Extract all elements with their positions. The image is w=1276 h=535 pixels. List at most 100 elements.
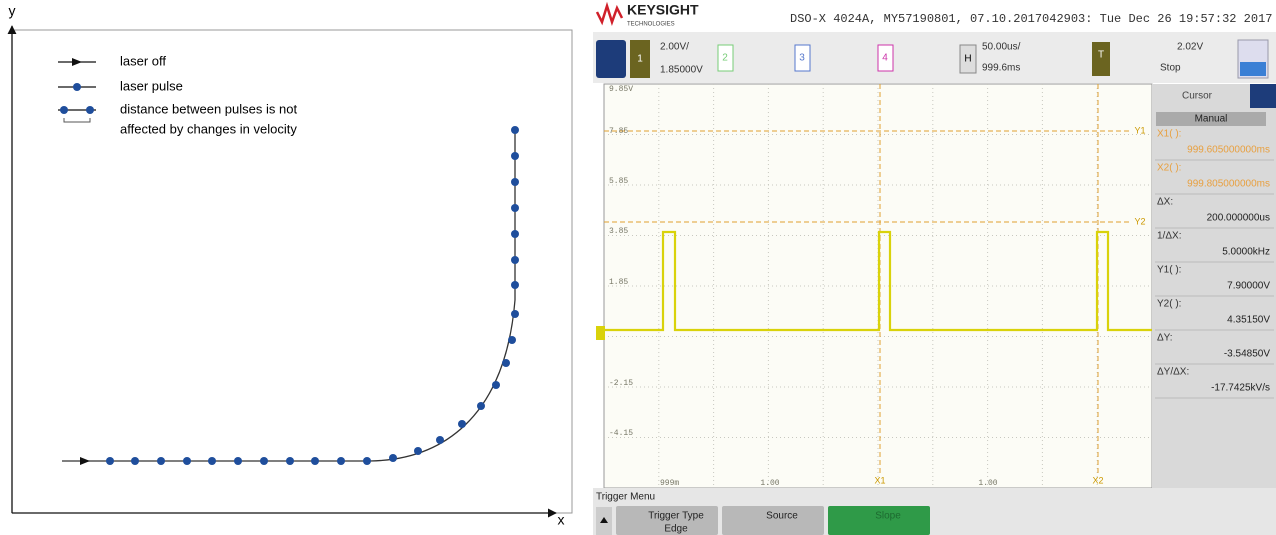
row-value: 200.000000us bbox=[1207, 213, 1270, 224]
y-label: -4.15 bbox=[609, 429, 633, 438]
t-label: T bbox=[1098, 50, 1104, 61]
h-scale: 50.00us/ bbox=[982, 42, 1021, 53]
row-value: 7.90000V bbox=[1227, 281, 1270, 292]
cursor-label: Y1 bbox=[1134, 125, 1145, 135]
ch4-number: 4 bbox=[882, 53, 888, 64]
row-value: -3.54850V bbox=[1224, 349, 1270, 360]
pulse-dot bbox=[131, 457, 139, 465]
pulse-dot bbox=[511, 230, 519, 238]
trajectory bbox=[62, 128, 515, 461]
y-label: 9.85V bbox=[609, 85, 633, 94]
pulse-dot bbox=[492, 381, 500, 389]
row-label: 1/ΔX: bbox=[1157, 231, 1181, 242]
softkey-value: Edge bbox=[664, 524, 688, 535]
pulse-dot bbox=[511, 204, 519, 212]
legend-text: affected by changes in velocity bbox=[120, 121, 297, 136]
y-label: 3.85 bbox=[609, 227, 628, 236]
status: DSO-X 4024A, MY57190801, 07.10.201704290… bbox=[790, 12, 1272, 26]
brand: KEYSIGHT bbox=[627, 2, 699, 18]
pulse-dot bbox=[511, 152, 519, 160]
row-label: X1( ): bbox=[1157, 129, 1181, 140]
ch3-number: 3 bbox=[799, 53, 805, 64]
h-label: H bbox=[964, 54, 971, 65]
logo bbox=[597, 6, 622, 22]
direction-arrow bbox=[80, 457, 90, 465]
pulse-dot bbox=[389, 454, 397, 462]
y-axis-label: y bbox=[9, 3, 16, 19]
oscilloscope: KEYSIGHT TECHNOLOGIES DSO-X 4024A, MY571… bbox=[593, 2, 1276, 535]
h-position: 999.6ms bbox=[982, 63, 1020, 74]
ch1-scale: 2.00V/ bbox=[660, 42, 689, 53]
y-label: 5.85 bbox=[609, 177, 628, 186]
panel-tab-icon[interactable] bbox=[1250, 84, 1276, 108]
page: y x laser off laser pulse distance betwe… bbox=[0, 0, 1276, 535]
softkey-label: Slope bbox=[875, 511, 901, 522]
legend-text: laser pulse bbox=[120, 78, 183, 93]
diagram: y x laser off laser pulse distance betwe… bbox=[9, 3, 573, 528]
pulse-dot bbox=[508, 336, 516, 344]
pulse-dot bbox=[511, 281, 519, 289]
ch1-ground-marker bbox=[596, 326, 605, 340]
cursor-label: X2 bbox=[1092, 475, 1103, 485]
panel-mode: Manual bbox=[1195, 114, 1228, 125]
legend-dot bbox=[73, 83, 81, 91]
legend-arrow bbox=[72, 58, 82, 66]
pulse-dot bbox=[183, 457, 191, 465]
legend-text: laser off bbox=[120, 53, 166, 68]
x-label: 1.00 bbox=[978, 479, 997, 488]
row-label: Y2( ): bbox=[1157, 299, 1181, 310]
softkey-label: Trigger Type bbox=[648, 511, 704, 522]
y-label: -2.15 bbox=[609, 379, 633, 388]
pulse-dot bbox=[511, 126, 519, 134]
pulse-dot bbox=[208, 457, 216, 465]
pulse-dot bbox=[157, 457, 165, 465]
pulse-dot bbox=[106, 457, 114, 465]
t-state: Stop bbox=[1160, 63, 1181, 74]
softkey-label: Source bbox=[766, 511, 798, 522]
legend-dot bbox=[60, 106, 68, 114]
row-label: ΔX: bbox=[1157, 197, 1173, 208]
y-label: 1.85 bbox=[609, 278, 628, 287]
pulse-dot bbox=[234, 457, 242, 465]
pulse-dot bbox=[286, 457, 294, 465]
y-label: 7.85 bbox=[609, 127, 628, 136]
row-value: 999.605000000ms bbox=[1187, 145, 1270, 156]
pulse-dot bbox=[458, 420, 466, 428]
cursor-label: Y2 bbox=[1134, 216, 1145, 226]
row-value: 5.0000kHz bbox=[1222, 247, 1270, 258]
menu-button[interactable] bbox=[596, 40, 626, 78]
canvas: y x laser off laser pulse distance betwe… bbox=[0, 0, 1276, 535]
legend-bracket bbox=[64, 118, 90, 122]
pulse-dot bbox=[511, 256, 519, 264]
x-label: 999m bbox=[660, 479, 679, 488]
panel-tab[interactable]: Cursor bbox=[1182, 91, 1213, 102]
pulse-dot bbox=[337, 457, 345, 465]
legend-dot bbox=[86, 106, 94, 114]
brand-sub: TECHNOLOGIES bbox=[627, 22, 675, 28]
pulse-dot bbox=[511, 310, 519, 318]
row-value: 4.35150V bbox=[1227, 315, 1270, 326]
pulse-dot bbox=[436, 436, 444, 444]
pulse-dot bbox=[477, 402, 485, 410]
ch1-number: 1 bbox=[637, 54, 643, 65]
cursor-icon-bottom bbox=[1240, 62, 1266, 76]
pulse-dot bbox=[511, 178, 519, 186]
row-label: ΔY/ΔX: bbox=[1157, 367, 1189, 378]
row-label: Y1( ): bbox=[1157, 265, 1181, 276]
row-value: -17.7425kV/s bbox=[1211, 383, 1270, 394]
x-axis-label: x bbox=[558, 512, 565, 528]
legend-text: distance between pulses is not bbox=[120, 101, 297, 116]
row-label: ΔY: bbox=[1157, 333, 1173, 344]
pulse-dot bbox=[260, 457, 268, 465]
ch1-offset: 1.85000V bbox=[660, 65, 703, 76]
ch2-number: 2 bbox=[722, 53, 728, 64]
row-value: 999.805000000ms bbox=[1187, 179, 1270, 190]
pulse-dot bbox=[502, 359, 510, 367]
pulse-dot bbox=[363, 457, 371, 465]
pulse-dot bbox=[414, 447, 422, 455]
menu-title: Trigger Menu bbox=[596, 492, 655, 503]
pulse-dot bbox=[311, 457, 319, 465]
row-label: X2( ): bbox=[1157, 163, 1181, 174]
t-level: 2.02V bbox=[1177, 42, 1203, 53]
x-label: 1.00 bbox=[760, 479, 779, 488]
